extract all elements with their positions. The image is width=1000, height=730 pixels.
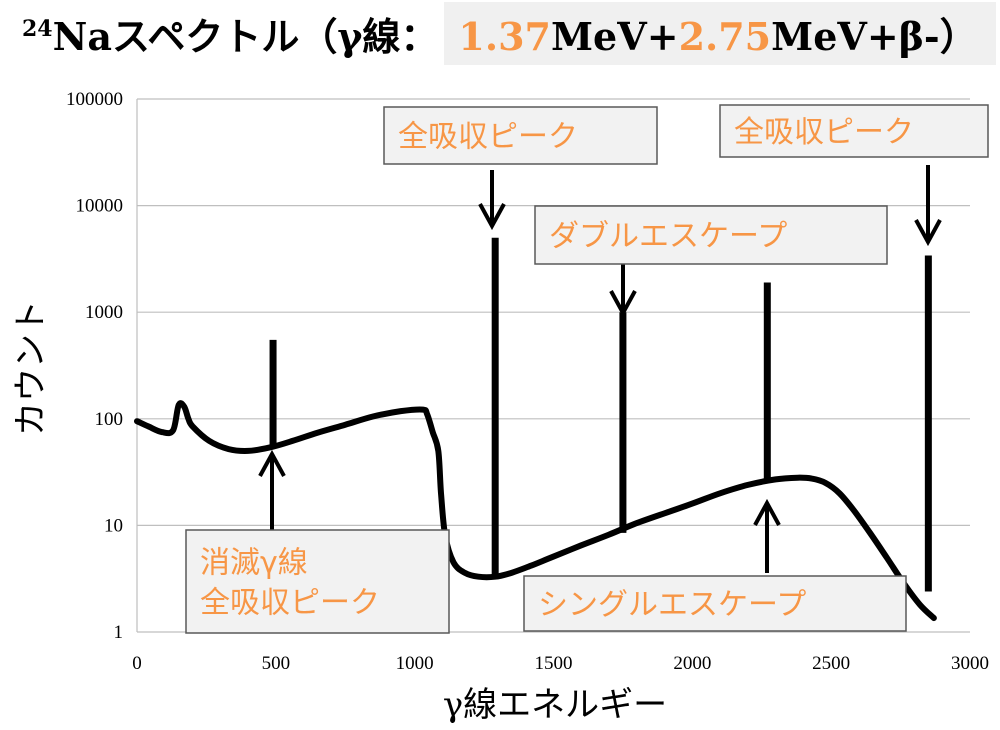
title-energy-box: 1.37MeV+2.75MeV+β-） bbox=[444, 1, 996, 65]
annot-label: ダブルエスケープ bbox=[549, 219, 787, 254]
title-energy-2: 2.75 bbox=[678, 13, 772, 59]
chart-title: 24 Naスペクトル（γ線： 1.37MeV+2.75MeV+β-） bbox=[22, 1, 996, 65]
y-tick-label: 100 bbox=[95, 409, 124, 430]
title-superscript: 24 bbox=[22, 16, 53, 42]
x-tick-label: 1000 bbox=[396, 653, 434, 674]
x-tick-label: 1500 bbox=[535, 653, 573, 674]
annot-single-escape: シングルエスケープ bbox=[523, 575, 907, 632]
y-tick-label: 1000 bbox=[85, 302, 123, 323]
y-tick-label: 100000 bbox=[66, 89, 123, 110]
annot-double-escape: ダブルエスケープ bbox=[534, 205, 888, 265]
title-energy-1: 1.37 bbox=[458, 13, 551, 59]
x-tick-label: 2000 bbox=[673, 653, 711, 674]
series-layer bbox=[134, 237, 937, 622]
arrow-head bbox=[478, 203, 506, 231]
arrow-head bbox=[914, 219, 942, 247]
arrow-single-escape bbox=[753, 498, 781, 573]
x-tick-label: 0 bbox=[132, 653, 142, 674]
arrow-full-peak-2 bbox=[914, 165, 942, 247]
annot-label: 全吸収ピーク bbox=[734, 115, 914, 150]
annot-box bbox=[383, 106, 658, 165]
y-axis-title: カウント bbox=[11, 300, 51, 436]
title-rest: MeV+β-） bbox=[771, 13, 978, 59]
annot-label: 消滅γ線 bbox=[200, 546, 308, 581]
arrow-head bbox=[753, 498, 781, 526]
arrow-head bbox=[258, 449, 286, 477]
annot-box bbox=[185, 529, 450, 634]
title-main: Naスペクトル（γ線： bbox=[52, 13, 439, 59]
annot-box bbox=[534, 205, 888, 265]
arrow-head bbox=[609, 290, 637, 318]
x-tick-label: 2500 bbox=[812, 653, 850, 674]
annot-box bbox=[719, 104, 989, 158]
title-unit-1: MeV+ bbox=[550, 13, 679, 59]
x-axis-title: γ線エネルギー bbox=[443, 685, 667, 725]
tick-labels: 1 10 100 1000 10000 100000 0 500 1000 1500 2000 250… bbox=[66, 89, 989, 674]
annot-full-peak-2: 全吸収ピーク bbox=[719, 104, 989, 158]
y-tick-label: 10000 bbox=[76, 196, 124, 217]
y-tick-label: 1 bbox=[114, 622, 124, 643]
x-tick-label: 3000 bbox=[951, 653, 989, 674]
annot-label: シングルエスケープ bbox=[538, 588, 806, 623]
annot-label: 全吸収ピーク bbox=[200, 586, 380, 621]
annot-box bbox=[523, 575, 907, 632]
x-tick-label: 500 bbox=[262, 653, 291, 674]
arrow-annihilation bbox=[258, 449, 286, 530]
arrow-double-escape bbox=[609, 257, 637, 318]
y-tick-label: 10 bbox=[104, 515, 123, 536]
arrow-full-peak-1 bbox=[478, 170, 506, 231]
spectrum-line bbox=[134, 400, 937, 622]
annot-label: 全吸収ピーク bbox=[398, 120, 578, 155]
annot-full-peak-1: 全吸収ピーク bbox=[383, 106, 658, 165]
